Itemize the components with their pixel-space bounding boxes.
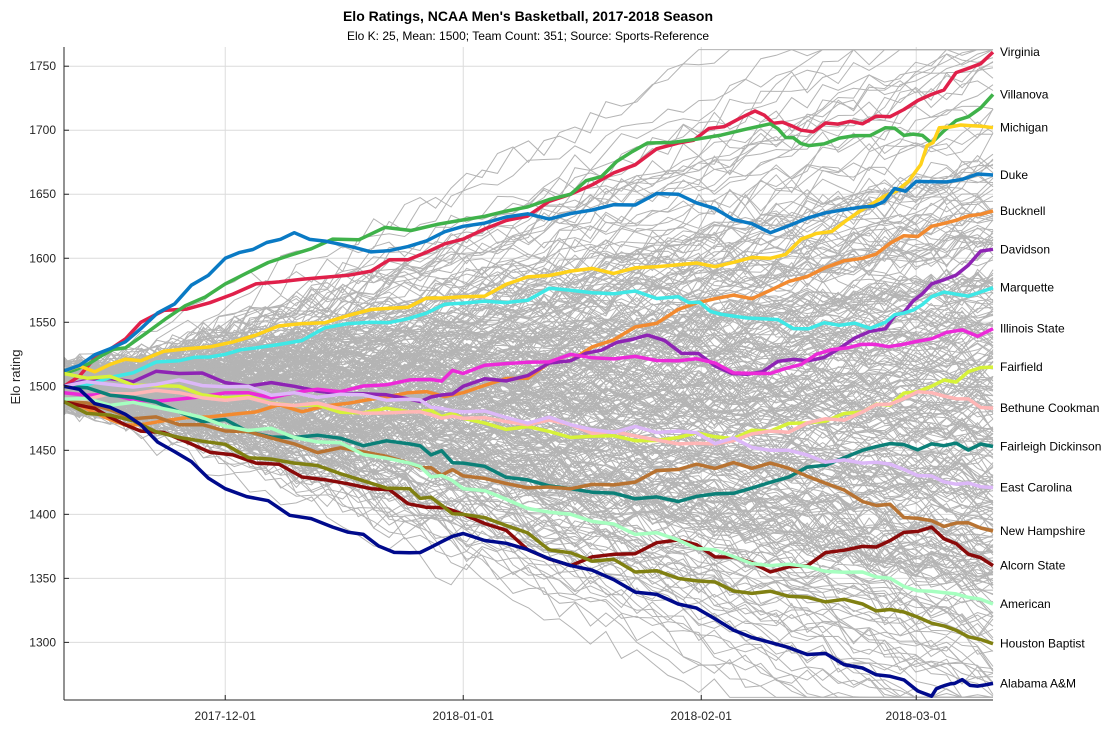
x-tick-label: 2017-12-01 bbox=[195, 709, 257, 723]
background-series-line bbox=[63, 395, 994, 494]
team-label-layer: Virginia Villanova Michigan Duke Bucknell Dav… bbox=[1000, 45, 1101, 690]
background-series-line bbox=[63, 344, 994, 411]
background-series-line bbox=[63, 387, 994, 418]
x-tick-label: 2018-03-01 bbox=[886, 709, 948, 723]
team-label-michigan: Michigan bbox=[1000, 121, 1048, 135]
background-series-line bbox=[63, 279, 994, 394]
y-tick-label: 1550 bbox=[29, 315, 56, 329]
background-series-line bbox=[63, 372, 994, 511]
background-series-line bbox=[63, 365, 994, 446]
background-series-line bbox=[63, 383, 993, 698]
series-line-duke bbox=[63, 172, 994, 373]
team-label-bethune-cookman: Bethune Cookman bbox=[1000, 401, 1099, 415]
y-tick-label: 1350 bbox=[29, 571, 56, 585]
background-series-line bbox=[63, 332, 994, 399]
axes-layer bbox=[63, 47, 993, 701]
background-series-line bbox=[63, 159, 994, 390]
background-series-line bbox=[63, 49, 994, 379]
background-series-line bbox=[63, 360, 994, 472]
team-label-marquette: Marquette bbox=[1000, 281, 1054, 295]
chart-title: Elo Ratings, NCAA Men's Basketball, 2017… bbox=[343, 8, 713, 24]
team-label-fairfield: Fairfield bbox=[1000, 360, 1043, 374]
series-line-alabama-a-m bbox=[63, 384, 994, 698]
team-label-villanova: Villanova bbox=[1000, 87, 1049, 101]
y-tick-label: 1600 bbox=[29, 251, 56, 265]
x-tick-label: 2018-02-01 bbox=[671, 709, 733, 723]
series-line-illinois-state bbox=[63, 327, 994, 403]
tick-layer: 1300 1350 1400 1450 1500 1550 1600 1650 1700 1750… bbox=[29, 59, 947, 723]
background-series-line bbox=[63, 366, 994, 398]
background-series-line bbox=[63, 49, 993, 404]
team-label-virginia: Virginia bbox=[1000, 45, 1040, 59]
background-series-line bbox=[63, 364, 994, 565]
background-series-line bbox=[63, 272, 994, 394]
background-series-line bbox=[63, 392, 993, 698]
background-series-line bbox=[63, 396, 994, 697]
background-series-line bbox=[63, 268, 994, 401]
team-label-american: American bbox=[1000, 597, 1051, 611]
team-label-alabama-a-m: Alabama A&M bbox=[1000, 676, 1076, 690]
y-tick-label: 1400 bbox=[29, 507, 56, 521]
series-line-american bbox=[63, 396, 994, 606]
background-series-line bbox=[63, 61, 994, 383]
team-label-houston-baptist: Houston Baptist bbox=[1000, 637, 1085, 651]
background-series-line bbox=[63, 367, 994, 568]
series-line-new-hampshire bbox=[63, 399, 994, 533]
y-tick-label: 1750 bbox=[29, 59, 56, 73]
team-label-fairleigh-dickinson: Fairleigh Dickinson bbox=[1000, 439, 1101, 453]
y-tick-label: 1650 bbox=[29, 187, 56, 201]
background-series-line bbox=[63, 49, 993, 411]
series-line-virginia bbox=[63, 50, 995, 388]
background-series-line bbox=[63, 232, 994, 396]
series-line-east-carolina bbox=[63, 378, 994, 490]
background-series-line bbox=[63, 365, 994, 563]
y-tick-label: 1700 bbox=[29, 123, 56, 137]
team-label-alcorn-state: Alcorn State bbox=[1000, 559, 1066, 573]
background-series-line bbox=[63, 382, 994, 641]
team-label-illinois-state: Illinois State bbox=[1000, 322, 1065, 336]
background-series-line bbox=[63, 337, 994, 394]
y-axis-label: Elo rating bbox=[8, 350, 23, 405]
background-series-line bbox=[63, 383, 994, 416]
chart-subtitle: Elo K: 25, Mean: 1500; Team Count: 351; … bbox=[347, 29, 709, 43]
background-series-line bbox=[63, 378, 993, 698]
series-line-michigan bbox=[63, 123, 994, 374]
team-label-east-carolina: East Carolina bbox=[1000, 480, 1072, 494]
background-series-line bbox=[63, 360, 994, 435]
series-line-houston-baptist bbox=[63, 400, 994, 646]
background-series-line bbox=[63, 53, 994, 389]
y-tick-label: 1500 bbox=[29, 379, 56, 393]
team-label-new-hampshire: New Hampshire bbox=[1000, 524, 1086, 538]
team-label-davidson: Davidson bbox=[1000, 242, 1050, 256]
background-series-line bbox=[63, 379, 994, 671]
series-line-villanova bbox=[63, 93, 995, 376]
team-label-duke: Duke bbox=[1000, 168, 1028, 182]
series-line-marquette bbox=[63, 286, 994, 389]
background-series-line bbox=[63, 175, 994, 384]
background-series-line bbox=[63, 282, 994, 391]
y-tick-label: 1450 bbox=[29, 443, 56, 457]
background-series-line bbox=[63, 391, 993, 698]
team-label-bucknell: Bucknell bbox=[1000, 204, 1045, 218]
x-tick-label: 2018-01-01 bbox=[433, 709, 495, 723]
highlighted-series-layer bbox=[63, 50, 995, 698]
y-tick-label: 1300 bbox=[29, 635, 56, 649]
background-series-line bbox=[63, 302, 994, 398]
